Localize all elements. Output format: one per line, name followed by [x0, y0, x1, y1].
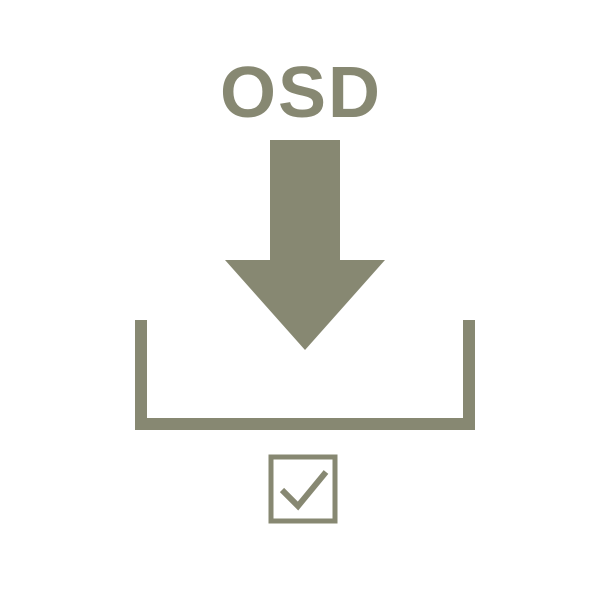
checkmark-box-icon [268, 454, 338, 524]
download-arrow-icon [225, 140, 385, 350]
osd-label: OSD [220, 52, 382, 134]
osd-download-icon: OSD [0, 0, 600, 600]
download-tray-icon [135, 320, 475, 440]
